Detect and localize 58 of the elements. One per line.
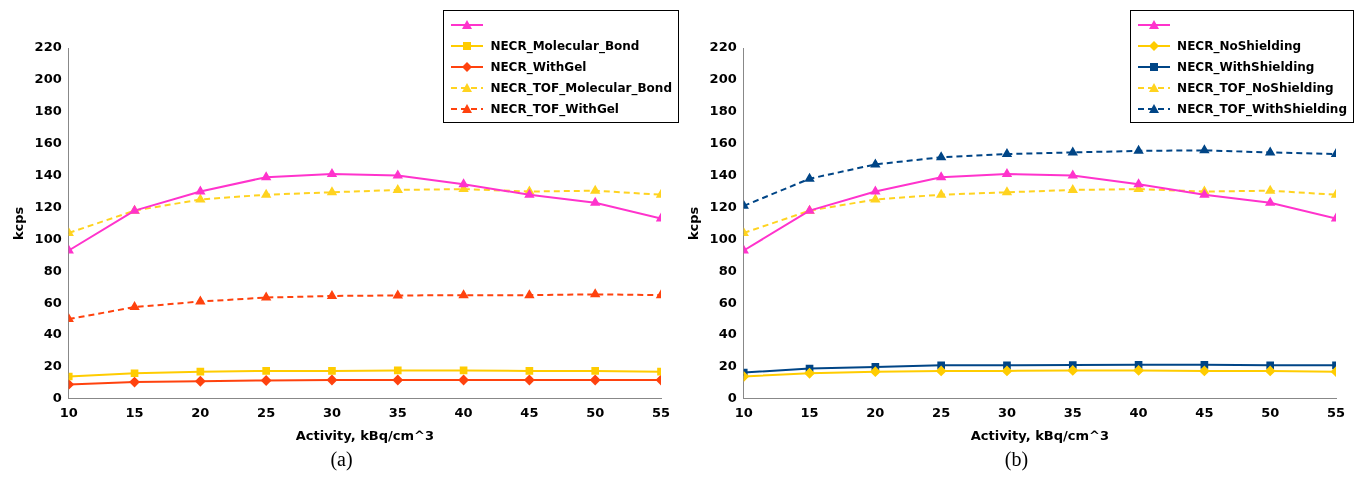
y-tick-label: 140	[709, 166, 737, 182]
y-axis-title: kcps	[686, 206, 702, 241]
x-tick-label: 50	[586, 404, 605, 420]
y-tick-label: 160	[709, 135, 737, 151]
y-tick-label: 0	[727, 390, 737, 406]
y-tick-label: 120	[34, 198, 62, 214]
text: (a)	[329, 448, 354, 471]
x-tick-label: 40	[454, 404, 473, 420]
y-tick-label: 80	[43, 262, 62, 278]
x-tick-label: 55	[651, 404, 671, 420]
y-tick-label: 80	[718, 262, 737, 278]
y-tick-label: 20	[43, 358, 62, 374]
x-tick-label: 50	[1261, 404, 1280, 420]
y-tick-label: 180	[34, 103, 62, 119]
x-tick-label: 55	[1326, 404, 1346, 420]
x-tick-label: 45	[520, 404, 539, 420]
legend-label: NECR_WithGel	[490, 59, 588, 74]
y-tick-label: 200	[34, 71, 62, 87]
legend-label: NECR_TOF_Molecular_Bond	[490, 80, 672, 95]
legend-label: NECR_WithShielding	[1177, 59, 1315, 74]
x-tick-label: 10	[59, 404, 78, 420]
x-tick-label: 25	[257, 404, 276, 420]
legend-label: NECR_Molecular_Bond	[490, 38, 640, 53]
x-tick-label: 35	[1063, 404, 1082, 420]
x-tick-label: 15	[800, 404, 819, 420]
y-tick-label: 40	[43, 326, 62, 342]
legend-label: NECR_NoShielding	[1177, 38, 1302, 53]
x-tick-label: 35	[388, 404, 407, 420]
text: (b)	[1003, 448, 1030, 471]
y-tick-label: 140	[34, 166, 62, 182]
x-tick-label: 10	[734, 404, 753, 420]
x-tick-label: 20	[191, 404, 210, 420]
x-tick-label: 25	[932, 404, 951, 420]
x-tick-label: 15	[125, 404, 144, 420]
legend-label: NECR_TOF_WithGel	[490, 101, 619, 116]
y-tick-label: 220	[709, 39, 737, 55]
x-tick-label: 45	[1195, 404, 1214, 420]
x-tick-label: 40	[1129, 404, 1148, 420]
legend-label: NECR_TOF_NoShielding	[1177, 80, 1334, 95]
y-tick-label: 100	[709, 230, 737, 246]
x-tick-label: 30	[322, 404, 342, 420]
y-tick-label: 200	[709, 71, 737, 87]
x-axis-title: Activity, kBq/cm^3	[970, 427, 1110, 443]
y-tick-label: 120	[709, 198, 737, 214]
legend-label: NECR_TOF_WithShielding	[1177, 101, 1347, 116]
y-tick-label: 180	[709, 103, 737, 119]
y-tick-label: 60	[43, 294, 62, 310]
y-tick-label: 220	[34, 39, 62, 55]
y-axis-title: kcps	[11, 206, 27, 241]
y-tick-label: 0	[52, 390, 62, 406]
y-tick-label: 60	[718, 294, 737, 310]
x-axis-title: Activity, kBq/cm^3	[295, 427, 435, 443]
y-tick-label: 160	[34, 135, 62, 151]
x-tick-label: 30	[997, 404, 1017, 420]
y-tick-label: 40	[718, 326, 737, 342]
x-tick-label: 20	[866, 404, 885, 420]
y-tick-label: 100	[34, 230, 62, 246]
y-tick-label: 20	[718, 358, 737, 374]
